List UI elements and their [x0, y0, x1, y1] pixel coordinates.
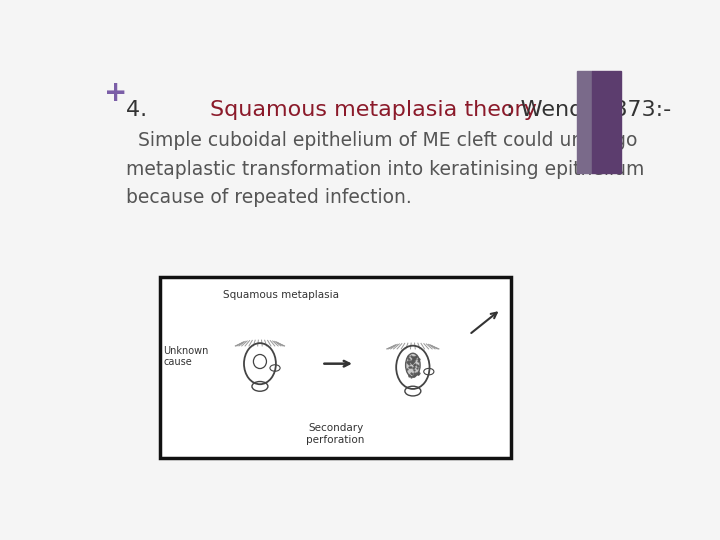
Text: Simple cuboidal epithelium of ME cleft could undergo: Simple cuboidal epithelium of ME cleft c… [126, 131, 638, 150]
Bar [160, 277, 511, 458]
Text: Squamous metaplasia: Squamous metaplasia [223, 289, 339, 300]
Text: +: + [104, 79, 127, 107]
Text: 4.: 4. [126, 100, 155, 120]
Text: : Wendt 1873:-: : Wendt 1873:- [506, 100, 671, 120]
Text: because of repeated infection.: because of repeated infection. [126, 188, 412, 207]
Text: Secondary
perforation: Secondary perforation [306, 423, 365, 445]
Text: metaplastic transformation into keratinising epithelium: metaplastic transformation into keratini… [126, 160, 644, 179]
Text: Unknown
cause: Unknown cause [163, 346, 209, 367]
Text: Squamous metaplasia theory: Squamous metaplasia theory [210, 100, 536, 120]
Bar [577, 71, 592, 173]
Bar [592, 71, 621, 173]
Ellipse shape [405, 353, 420, 377]
